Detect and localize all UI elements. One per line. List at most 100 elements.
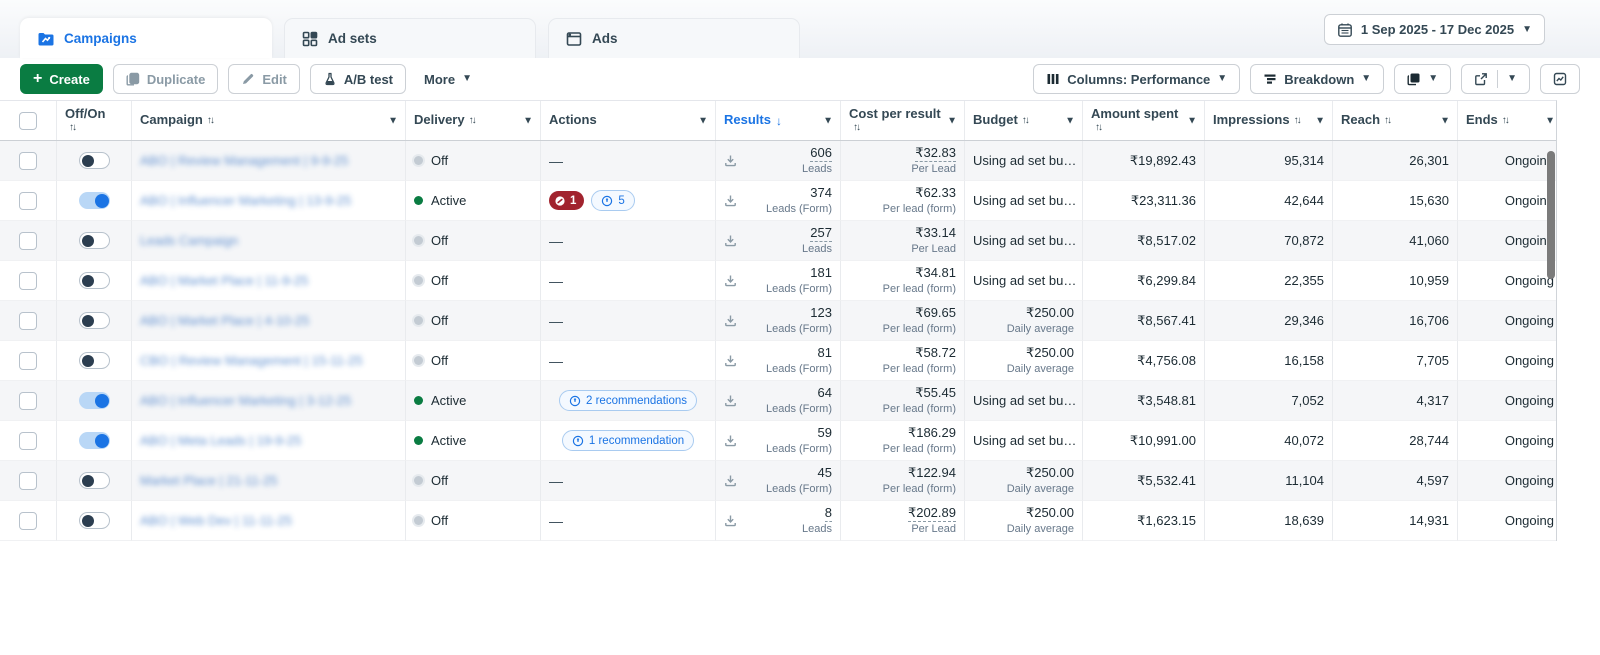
header-reach[interactable]: Reach ↑↓ ▼ <box>1333 101 1458 140</box>
results-sublabel: Leads (Form) <box>765 322 832 335</box>
chevron-down-icon[interactable]: ▼ <box>1507 73 1517 84</box>
campaign-name-link[interactable]: Market Place | 21-11-25 <box>140 473 278 488</box>
row-checkbox[interactable] <box>19 311 37 330</box>
reports-button[interactable]: ▼ <box>1394 64 1452 94</box>
campaign-name-link[interactable]: ABO | Review Management | 9-9-25 <box>140 153 349 168</box>
date-range-button[interactable]: 1 Sep 2025 - 17 Dec 2025 ▼ <box>1323 14 1545 45</box>
recommendations-pill[interactable]: 2 recommendations <box>559 390 697 411</box>
columns-button[interactable]: Columns: Performance ▼ <box>1033 64 1241 94</box>
amount-spent-cell: ₹4,756.08 <box>1083 341 1205 381</box>
row-checkbox[interactable] <box>19 431 37 450</box>
campaign-toggle[interactable] <box>78 192 110 209</box>
download-report-icon[interactable] <box>724 154 738 168</box>
campaign-toggle[interactable] <box>78 352 110 369</box>
header-campaign[interactable]: Campaign ↑↓ ▼ <box>132 101 406 140</box>
chevron-down-icon[interactable]: ▼ <box>523 115 533 126</box>
campaign-toggle[interactable] <box>78 392 110 409</box>
campaign-name-link[interactable]: ABO | Web Dev | 11-11-25 <box>140 513 292 528</box>
campaign-toggle[interactable] <box>78 272 110 289</box>
download-report-icon[interactable] <box>724 394 738 408</box>
header-results[interactable]: Results ↓ ▼ <box>716 101 841 140</box>
recommendation-label: 2 recommendations <box>586 394 687 407</box>
campaign-cell: ABO | Web Dev | 11-11-25 <box>132 501 406 541</box>
download-report-icon[interactable] <box>724 474 738 488</box>
campaign-name-link[interactable]: CBO | Review Management | 15-11-25 <box>140 353 363 368</box>
campaign-toggle[interactable] <box>78 312 110 329</box>
header-impressions[interactable]: Impressions ↑↓ ▼ <box>1205 101 1333 140</box>
header-off-on[interactable]: Off/On ↑↓ <box>57 101 132 140</box>
chevron-down-icon[interactable]: ▼ <box>1187 115 1197 126</box>
row-checkbox[interactable] <box>19 231 37 250</box>
row-checkbox[interactable] <box>19 471 37 490</box>
campaign-toggle[interactable] <box>78 152 110 169</box>
budget-cell: ₹250.00 Daily average <box>965 301 1083 341</box>
header-cost-per-result[interactable]: Cost per result ↑↓ ▼ <box>841 101 965 140</box>
campaign-name-link[interactable]: Leads Campaign <box>140 233 239 248</box>
campaign-name-link[interactable]: ABO | Influencer Marketing | 13-9-25 <box>140 193 352 208</box>
cost-sublabel: Per lead (form) <box>882 402 956 415</box>
tab-ads[interactable]: Ads <box>548 18 800 58</box>
error-badge[interactable]: 1 <box>549 191 585 210</box>
select-all-checkbox[interactable] <box>19 111 37 130</box>
header-ends[interactable]: Ends ↑↓ ▼ <box>1458 101 1556 140</box>
header-budget[interactable]: Budget ↑↓ ▼ <box>965 101 1083 140</box>
export-button[interactable]: ▼ <box>1461 64 1530 94</box>
download-report-icon[interactable] <box>724 314 738 328</box>
campaign-name-link[interactable]: ABO | Market Place | 11-9-25 <box>140 273 309 288</box>
chevron-down-icon[interactable]: ▼ <box>1065 115 1075 126</box>
campaign-name-link[interactable]: ABO | Influencer Marketing | 3-12-25 <box>140 393 352 408</box>
row-checkbox[interactable] <box>19 271 37 290</box>
create-button[interactable]: + Create <box>20 64 103 94</box>
table-row: ABO | Market Place | 11-9-25 Off — 181 Leads… <box>0 261 1556 301</box>
header-delivery[interactable]: Delivery ↑↓ ▼ <box>406 101 541 140</box>
download-report-icon[interactable] <box>724 234 738 248</box>
download-report-icon[interactable] <box>724 514 738 528</box>
ab-test-button[interactable]: A/B test <box>309 64 407 94</box>
vertical-scrollbar[interactable] <box>1547 151 1555 279</box>
table-row: Leads Campaign Off — 257 Leads ₹33.14 Per Lead… <box>0 221 1556 261</box>
campaign-name-link[interactable]: ABO | Market Place | 4-10-25 <box>140 313 310 328</box>
reach-cell: 26,301 <box>1333 141 1458 181</box>
reach-cell: 41,060 <box>1333 221 1458 261</box>
table-row: ABO | Meta Leads | 19-9-25 Active 1 recomm… <box>0 421 1556 461</box>
budget-cell: Using ad set bu… <box>965 141 1083 181</box>
campaign-toggle[interactable] <box>78 432 110 449</box>
campaign-toggle[interactable] <box>78 232 110 249</box>
recommendations-badge[interactable]: 5 <box>591 190 635 211</box>
campaign-toggle[interactable] <box>78 512 110 529</box>
charts-button[interactable] <box>1540 64 1580 94</box>
more-button[interactable]: More ▼ <box>416 64 480 94</box>
row-checkbox[interactable] <box>19 191 37 210</box>
edit-button[interactable]: Edit <box>228 64 300 94</box>
download-report-icon[interactable] <box>724 354 738 368</box>
tab-campaigns[interactable]: Campaigns <box>20 18 272 58</box>
download-report-icon[interactable] <box>724 274 738 288</box>
campaign-name-link[interactable]: ABO | Meta Leads | 19-9-25 <box>140 433 302 448</box>
row-checkbox[interactable] <box>19 151 37 170</box>
download-report-icon[interactable] <box>724 434 738 448</box>
row-checkbox[interactable] <box>19 351 37 370</box>
download-report-icon[interactable] <box>724 194 738 208</box>
chevron-down-icon[interactable]: ▼ <box>823 115 833 126</box>
row-checkbox[interactable] <box>19 391 37 410</box>
chevron-down-icon[interactable]: ▼ <box>1440 115 1450 126</box>
chevron-down-icon[interactable]: ▼ <box>388 115 398 126</box>
budget-value: Using ad set bu… <box>973 233 1077 248</box>
recommendations-pill[interactable]: 1 recommendation <box>561 430 695 451</box>
chevron-down-icon: ▼ <box>462 73 472 84</box>
campaign-toggle[interactable] <box>78 472 110 489</box>
chevron-down-icon[interactable]: ▼ <box>947 115 957 126</box>
tab-ad-sets[interactable]: Ad sets <box>284 18 536 58</box>
delivery-status-label: Active <box>431 393 467 408</box>
chevron-down-icon[interactable]: ▼ <box>698 115 708 126</box>
header-amount-spent[interactable]: Amount spent ↑↓ ▼ <box>1083 101 1205 140</box>
row-checkbox[interactable] <box>19 511 37 530</box>
duplicate-button[interactable]: Duplicate <box>112 64 219 94</box>
budget-sublabel: Daily average <box>1006 482 1074 495</box>
chevron-down-icon[interactable]: ▼ <box>1315 115 1325 126</box>
breakdown-button[interactable]: Breakdown ▼ <box>1250 64 1385 94</box>
cost-stack: ₹55.45 Per lead (form) <box>883 384 956 416</box>
chevron-down-icon[interactable]: ▼ <box>1545 115 1555 126</box>
header-actions[interactable]: Actions ▼ <box>541 101 716 140</box>
